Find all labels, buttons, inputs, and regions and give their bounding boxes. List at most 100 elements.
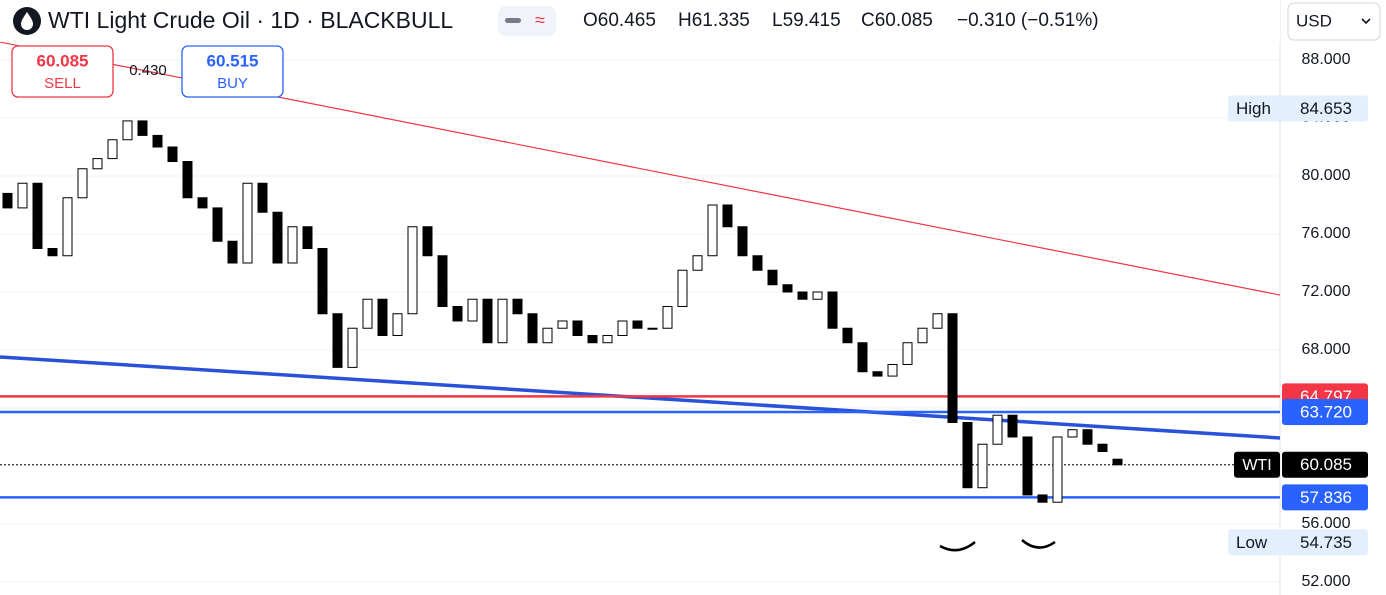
toggle-icon — [505, 18, 521, 23]
indicator-toggle[interactable] — [498, 6, 556, 36]
candle-body — [887, 363, 898, 377]
low-badge — [1228, 529, 1368, 556]
candle-body — [212, 207, 223, 242]
candle-body — [182, 161, 193, 199]
candle-body — [62, 197, 73, 257]
price-badge-label: 57.836 — [1300, 488, 1352, 507]
drawn-mark — [939, 541, 976, 552]
candle-body — [767, 269, 778, 286]
candle-body — [707, 204, 718, 257]
candle-body — [1022, 436, 1033, 496]
candle-body — [392, 313, 403, 336]
y-tick-label: 88.000 — [1302, 51, 1351, 68]
candle-body — [332, 313, 343, 368]
candle-body — [407, 226, 418, 315]
candle-body — [497, 298, 508, 344]
price-badge — [1282, 451, 1368, 478]
candle-body — [737, 226, 748, 257]
candle-body — [167, 146, 178, 163]
dropdown-arrow — [1361, 18, 1371, 25]
candle-body — [842, 327, 853, 344]
candle-body — [527, 313, 538, 344]
price-badge — [1282, 484, 1368, 511]
candle-body — [692, 255, 703, 271]
currency-select[interactable] — [1287, 2, 1381, 41]
candle-body — [647, 327, 658, 330]
y-tick-label: 72.000 — [1302, 283, 1351, 300]
candle-body — [152, 134, 163, 148]
ohlc-high: H61.335 — [678, 10, 750, 31]
candle-body — [947, 313, 958, 423]
drawn-mark — [1021, 539, 1056, 549]
sell-button[interactable] — [11, 45, 114, 98]
ohlc-change: −0.310 (−0.51%) — [957, 10, 1099, 31]
candle-body — [317, 247, 328, 315]
drop-icon — [21, 12, 33, 30]
candle-body — [137, 120, 148, 136]
price-badge — [1282, 399, 1368, 426]
candle-body — [857, 342, 868, 373]
candle-body — [2, 192, 13, 209]
candle-body — [47, 247, 58, 257]
candle-body — [752, 255, 763, 271]
price-badge-label: 60.085 — [1300, 455, 1352, 474]
symbol-title: WTI Light Crude Oil · 1D · BLACKBULL — [48, 7, 453, 33]
y-tick-label: 52.000 — [1302, 573, 1351, 590]
candle-body — [812, 291, 823, 300]
candle-body — [422, 226, 433, 257]
candle-body — [302, 226, 313, 249]
symbol-badge-label: WTI — [1242, 457, 1271, 474]
candle-body — [782, 284, 793, 293]
high-badge-name: High — [1236, 99, 1271, 118]
y-tick-label: 80.000 — [1302, 167, 1351, 184]
candle-body — [1112, 458, 1123, 466]
toggle-icon: ≈ — [535, 10, 545, 30]
candle-body — [362, 298, 373, 329]
candle-body — [1082, 429, 1093, 445]
candle-body — [962, 421, 973, 489]
candle-body — [347, 327, 358, 368]
buy-button[interactable] — [181, 45, 284, 98]
price-badge-label: 63.720 — [1300, 403, 1352, 422]
candle-body — [377, 298, 388, 336]
candle-body — [677, 269, 688, 307]
candle-body — [977, 443, 988, 489]
candle-body — [602, 334, 613, 344]
header-bg — [0, 0, 1280, 42]
candle-body — [437, 255, 448, 307]
candle-body — [1007, 414, 1018, 438]
candle-body — [992, 414, 1003, 445]
candle-body — [1037, 494, 1048, 503]
candle-body — [542, 327, 553, 344]
candle-body — [662, 305, 673, 329]
candle-body — [617, 320, 628, 336]
buy-label: BUY — [217, 75, 248, 92]
candle-body — [572, 320, 583, 336]
y-tick-label: 56.000 — [1302, 515, 1351, 532]
candle-body — [902, 342, 913, 365]
candle-body — [242, 182, 253, 264]
candle-body — [872, 371, 883, 377]
low-badge-name: Low — [1236, 533, 1268, 552]
candle-body — [722, 204, 733, 228]
candle-body — [482, 298, 493, 344]
symbol-badge — [1234, 451, 1280, 478]
candle-body — [917, 327, 928, 344]
candle-body — [257, 182, 268, 213]
candle-body — [1052, 436, 1063, 503]
ohlc-close: C60.085 — [861, 10, 933, 31]
candle-body — [32, 182, 43, 249]
trade-buttons: 60.085 SELL 0.430 60.515 BUY — [11, 45, 284, 98]
candle-body — [287, 226, 298, 264]
currency-label: USD — [1296, 11, 1332, 30]
y-tick-label: 68.000 — [1302, 341, 1351, 358]
candle-body — [227, 240, 238, 264]
sell-price: 60.085 — [37, 51, 89, 70]
candle-body — [632, 320, 643, 329]
candle-body — [467, 298, 478, 322]
candle-body — [77, 168, 88, 199]
buy-price: 60.515 — [207, 51, 259, 70]
